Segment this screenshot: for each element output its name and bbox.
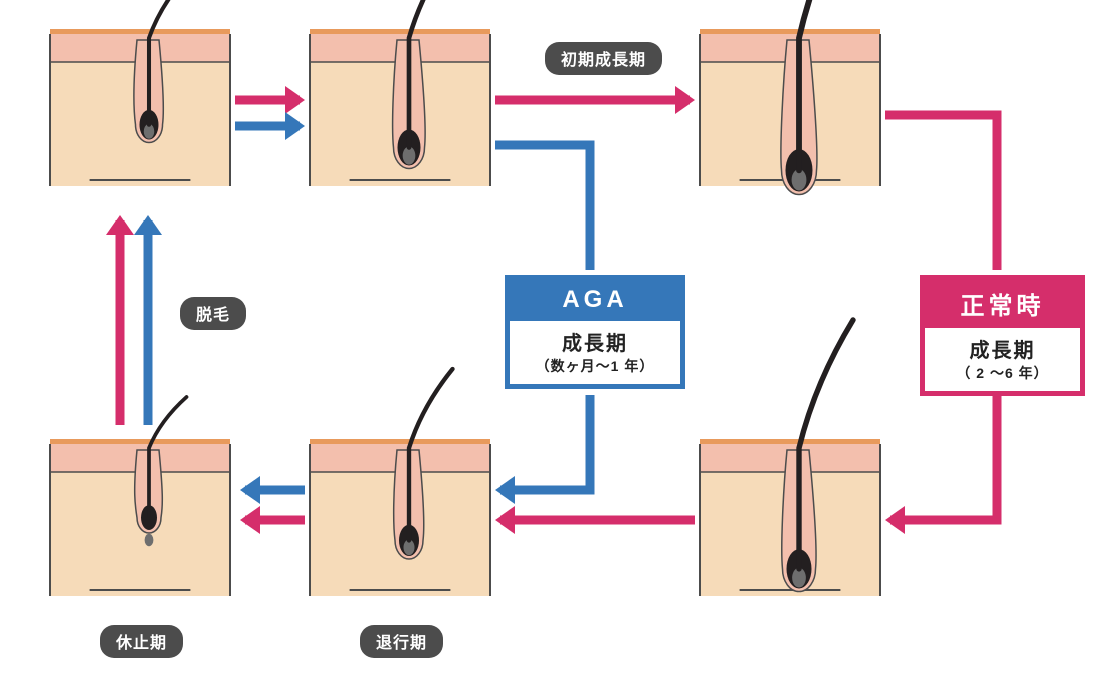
connectors [0,0,1100,680]
